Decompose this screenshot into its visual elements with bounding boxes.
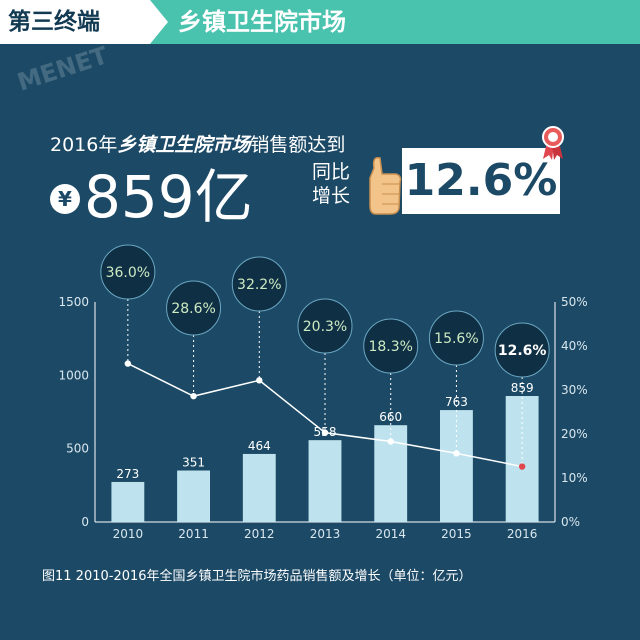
growth-point-2016	[518, 463, 526, 470]
award-ribbon-icon	[542, 126, 564, 160]
y-tick-label-right: 50%	[561, 295, 588, 309]
yuan-icon: ¥	[50, 184, 80, 214]
bar-2013	[308, 440, 342, 522]
growth-point-2010	[124, 360, 132, 367]
growth-point-2011	[190, 392, 197, 400]
headline-year: 2016年	[50, 134, 118, 156]
header-bar: 第三终端 乡镇卫生院市场	[0, 0, 640, 44]
bar-2010	[111, 481, 145, 522]
bar-value-label: 273	[116, 467, 139, 481]
growth-value-label: 20.3%	[303, 319, 347, 335]
bar-2015	[440, 410, 473, 522]
x-tick-label: 2013	[310, 527, 341, 541]
growth-bubble	[363, 318, 419, 374]
growth-value-label: 15.6%	[434, 331, 478, 347]
growth-bubble	[100, 244, 156, 300]
bar-value-label: 351	[182, 456, 205, 470]
growth-bubble	[297, 298, 353, 354]
y-tick-label-left: 1000	[58, 368, 89, 382]
x-tick-label: 2010	[113, 527, 144, 541]
headline: 2016年乡镇卫生院市场销售额达到	[50, 130, 345, 157]
watermark: MENET	[14, 41, 112, 97]
yoy-label: 同比 增长	[312, 160, 368, 208]
growth-bubble	[231, 256, 287, 312]
bar-value-label: 464	[248, 439, 271, 453]
x-tick-label: 2012	[244, 527, 275, 541]
x-tick-label: 2016	[507, 527, 538, 541]
growth-value-label: 28.6%	[171, 301, 215, 317]
y-tick-label-left: 1500	[58, 295, 89, 309]
growth-bubble	[494, 322, 550, 378]
bar-2012	[242, 453, 276, 522]
growth-value-label: 12.6%	[498, 343, 547, 359]
y-tick-label-left: 500	[66, 442, 89, 456]
x-tick-label: 2014	[375, 527, 406, 541]
growth-point-2012	[256, 377, 263, 384]
x-tick-label: 2011	[178, 527, 209, 541]
y-tick-label-right: 10%	[561, 471, 588, 485]
growth-bubble	[166, 280, 222, 336]
sales-amount: 859亿	[84, 163, 253, 231]
y-tick-label-left: 0	[81, 515, 89, 529]
sales-growth-chart: 0 500 1000 1500 0% 10% 20% 30% 40% 50% 273 2010 351 2…	[58, 244, 588, 541]
header-title: 乡镇卫生院市场	[178, 8, 346, 36]
section-tag: 第三终端	[0, 0, 168, 44]
growth-point-2013	[321, 429, 329, 436]
growth-point-2014	[387, 438, 394, 445]
bar-2016	[505, 396, 539, 522]
y-tick-label-right: 20%	[561, 427, 588, 441]
bar-value-label: 763	[445, 395, 468, 409]
chart-caption: 图11 2010-2016年全国乡镇卫生院市场药品销售额及增长（单位：亿元）	[42, 569, 472, 584]
growth-bubble	[428, 310, 484, 366]
growth-value-label: 36.0%	[106, 265, 150, 281]
x-tick-label: 2015	[441, 527, 472, 541]
growth-value: 12.6%	[402, 148, 560, 214]
bar-2011	[177, 470, 210, 522]
y-tick-label-right: 0%	[561, 515, 580, 529]
growth-point-2015	[453, 450, 460, 457]
y-tick-label-right: 40%	[561, 339, 588, 353]
yoy-label-line2: 增长	[312, 185, 351, 207]
growth-value-label: 32.2%	[237, 277, 281, 293]
headline-market: 乡镇卫生院市场	[117, 134, 251, 156]
headline-suffix: 销售额达到	[250, 134, 346, 156]
y-tick-label-right: 30%	[561, 383, 588, 397]
growth-value-label: 18.3%	[368, 339, 412, 355]
thumbs-up-hand-icon	[369, 156, 402, 215]
yoy-label-line1: 同比	[312, 161, 351, 183]
bar-value-label: 660	[379, 410, 402, 424]
